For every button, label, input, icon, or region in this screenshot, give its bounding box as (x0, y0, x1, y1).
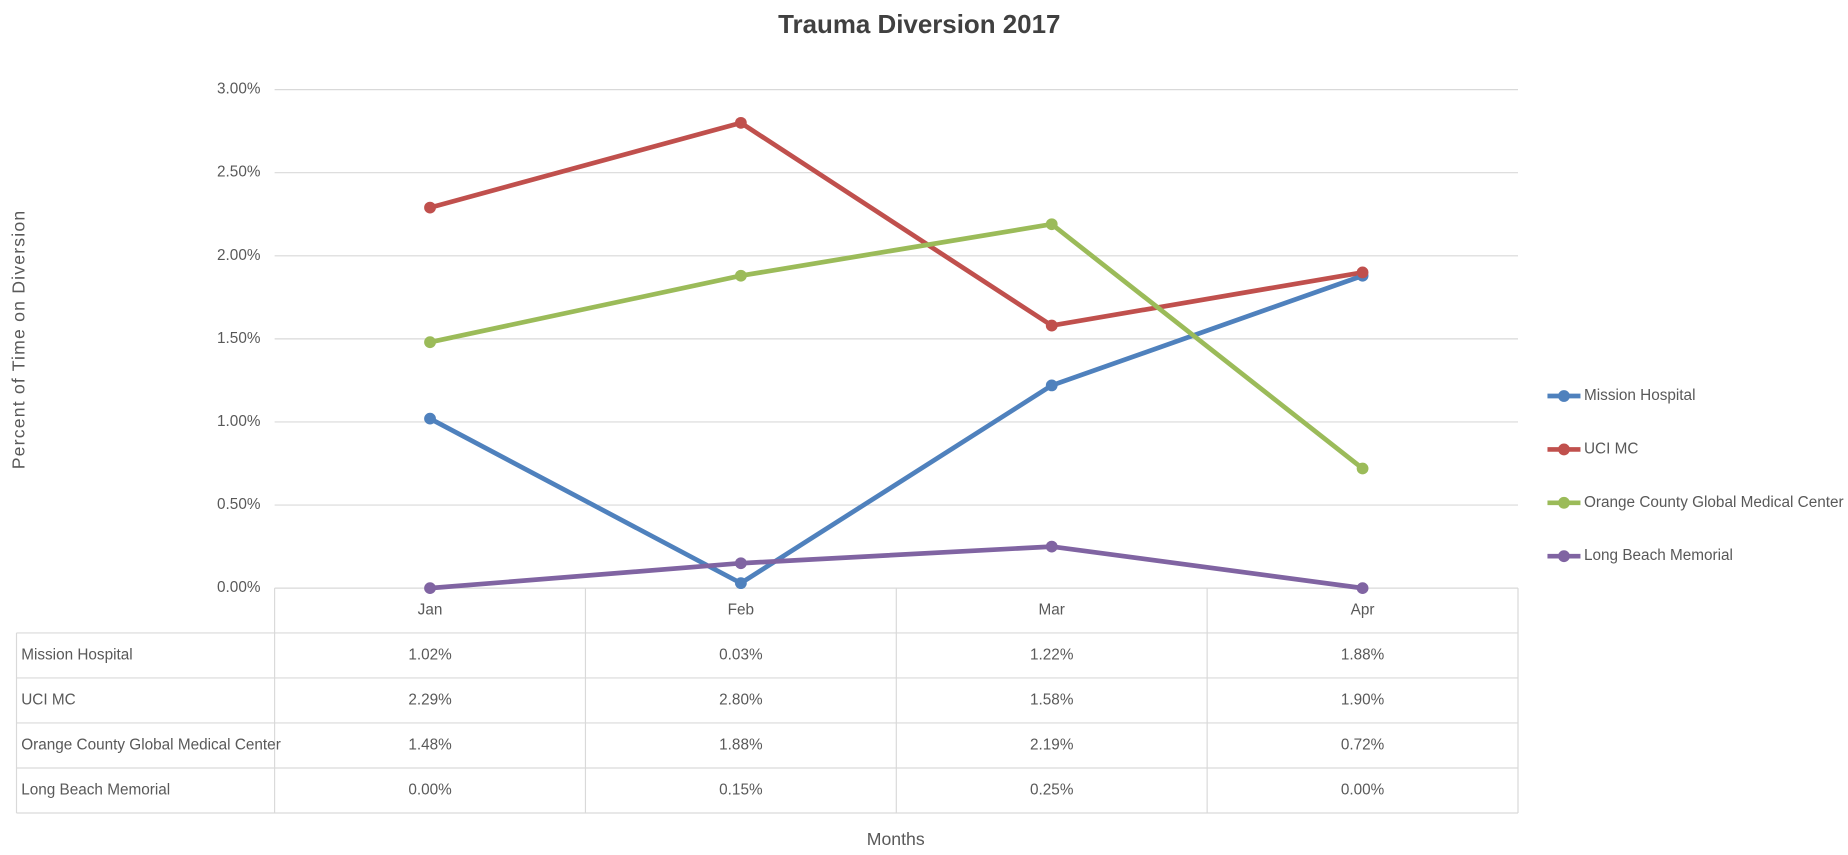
y-tick-label: 0.00% (217, 579, 261, 596)
table-cell: 0.15% (719, 782, 763, 799)
data-point (424, 582, 436, 595)
data-point (1356, 462, 1369, 475)
legend-label: UCI MC (1584, 440, 1638, 457)
data-point (1045, 319, 1058, 332)
data-point (424, 412, 436, 425)
table-cell: 2.80% (719, 692, 763, 709)
table-cell: 1.48% (408, 737, 452, 754)
table-cell: 0.00% (408, 782, 452, 799)
data-point (424, 201, 436, 214)
data-point (734, 269, 747, 282)
series-line (427, 221, 1365, 471)
data-point (1356, 266, 1369, 279)
y-tick-label: 1.50% (217, 330, 261, 347)
x-tick-label: Jan (418, 602, 443, 619)
legend-marker (1558, 496, 1570, 509)
series-line (427, 120, 1365, 328)
data-point (1045, 540, 1058, 553)
data-point (734, 577, 747, 590)
table-cell: 0.00% (1341, 782, 1385, 799)
table-row-label: Long Beach Memorial (21, 782, 170, 799)
data-point (734, 557, 747, 570)
x-tick-label: Mar (1039, 602, 1065, 619)
data-point (734, 116, 747, 129)
table-cell: 1.58% (1030, 692, 1074, 709)
table-cell: 0.03% (719, 646, 763, 663)
table-cell: 0.72% (1341, 737, 1385, 754)
y-tick-label: 0.50% (217, 496, 261, 513)
table-row-label: UCI MC (21, 692, 75, 709)
table-cell: 1.22% (1030, 646, 1074, 663)
data-point (1356, 582, 1369, 595)
table-row-label: Mission Hospital (21, 646, 132, 663)
y-tick-label: 1.00% (217, 413, 261, 430)
x-tick-label: Apr (1351, 602, 1375, 619)
legend-marker (1558, 443, 1570, 456)
data-point (424, 336, 436, 349)
table-cell: 1.90% (1341, 692, 1385, 709)
legend-marker (1558, 550, 1570, 563)
table-row-label: Orange County Global Medical Center (21, 737, 281, 754)
y-tick-label: 2.50% (217, 164, 261, 181)
series-line (427, 273, 1365, 586)
y-axis-title: Percent of Time on Diversion (9, 210, 29, 470)
legend-label: Long Beach Memorial (1584, 547, 1733, 564)
legend-label: Orange County Global Medical Center (1584, 494, 1844, 511)
y-tick-label: 3.00% (217, 81, 261, 98)
table-cell: 1.88% (1341, 646, 1385, 663)
legend-marker (1558, 390, 1570, 402)
table-cell: 1.88% (719, 737, 763, 754)
table-cell: 2.29% (408, 692, 452, 709)
legend-label: Mission Hospital (1584, 387, 1695, 404)
series-line (427, 544, 1365, 591)
chart-title: Trauma Diversion 2017 (778, 11, 1060, 39)
table-cell: 2.19% (1030, 737, 1074, 754)
table-cell: 0.25% (1030, 782, 1074, 799)
x-axis-title: Months (867, 829, 925, 849)
data-point (1045, 218, 1058, 231)
table-cell: 1.02% (408, 646, 452, 663)
x-tick-label: Feb (728, 602, 754, 619)
y-tick-label: 2.00% (217, 247, 261, 264)
data-point (1045, 379, 1058, 392)
